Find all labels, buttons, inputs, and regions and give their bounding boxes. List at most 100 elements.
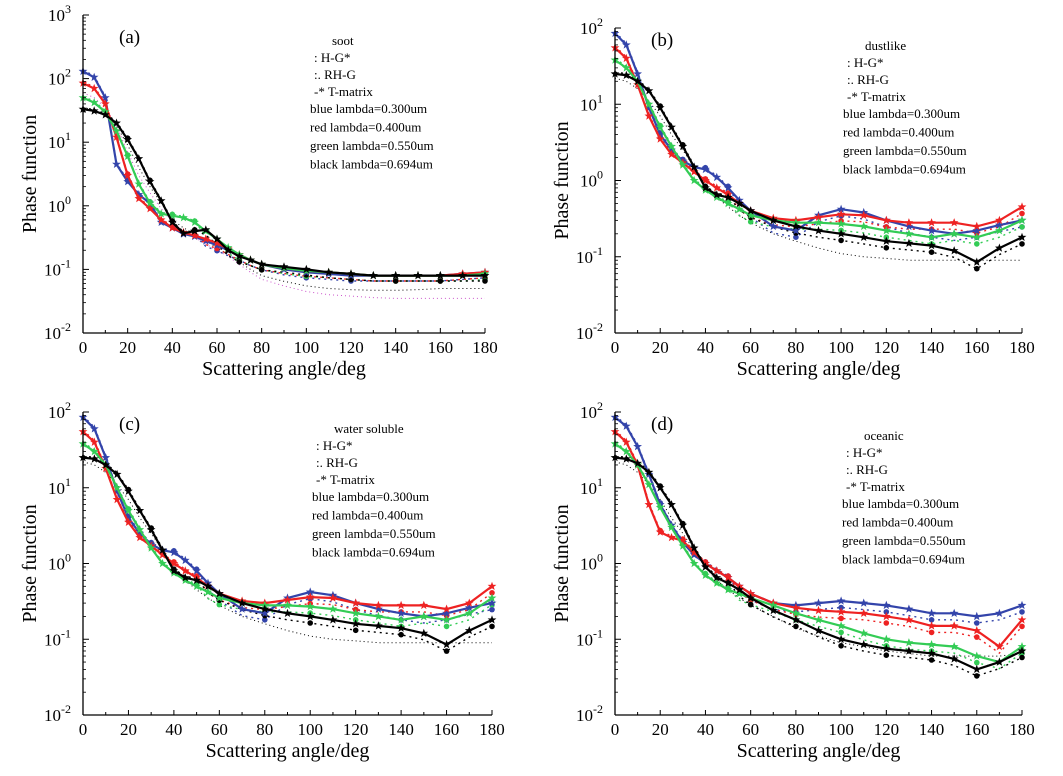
hg-point	[633, 458, 642, 468]
y-tick-base: 10	[576, 324, 593, 343]
hg-point	[260, 604, 270, 613]
x-tick-label: 180	[1009, 720, 1035, 739]
y-tick-label: 10-2	[44, 320, 71, 343]
y-tick-base: 10	[576, 706, 593, 725]
hg-point	[678, 141, 688, 151]
hg-point	[746, 210, 755, 219]
y-axis-label: Phase function	[19, 115, 41, 233]
hg-point	[112, 159, 121, 168]
hg-point	[836, 607, 846, 616]
y-tick-base: 10	[48, 197, 65, 216]
hg-point	[768, 221, 778, 231]
hg-point	[904, 218, 914, 227]
x-tick-label: 60	[209, 338, 226, 357]
hg-point	[487, 593, 497, 602]
y-tick-base: 10	[580, 555, 597, 574]
hg-point	[791, 226, 801, 235]
hg-point	[1017, 202, 1027, 211]
y-tick-exponent: 3	[65, 2, 71, 16]
rhg-point	[883, 652, 890, 658]
hg-point	[814, 598, 823, 607]
hg-point	[145, 198, 155, 207]
hg-point	[995, 215, 1004, 225]
hg-point	[235, 251, 244, 261]
hg-point	[89, 106, 99, 115]
hg-point	[101, 453, 111, 462]
hg-point	[346, 269, 356, 278]
hg-point	[101, 460, 111, 469]
hg-point	[201, 225, 211, 234]
hg-point	[134, 179, 144, 188]
hg-point	[260, 608, 270, 617]
hg-point	[949, 654, 959, 663]
hg-point	[436, 271, 445, 280]
hg-point	[169, 547, 179, 557]
legend-title: dustlike	[865, 38, 906, 53]
hg-curve-red	[614, 46, 1023, 228]
hg-point	[949, 621, 959, 630]
hg-point	[90, 447, 99, 456]
chart-panel-d: 0 20 40 60 80 100 120 140 160 18010-210-110010110…	[551, 399, 1035, 762]
hg-point	[156, 209, 166, 218]
chart-panel-b: 0 20 40 60 80 100 120 140 160 18010-210-110010110…	[551, 15, 1035, 380]
hg-point	[419, 611, 429, 621]
y-tick-label: 100	[580, 551, 603, 574]
hg-point	[927, 218, 936, 227]
hg-point	[644, 480, 654, 489]
rhg-point	[838, 629, 844, 636]
y-tick-exponent: -1	[593, 244, 603, 258]
hg-point	[156, 215, 166, 224]
hg-point	[882, 611, 891, 621]
y-tick-base: 10	[48, 133, 65, 152]
hg-point	[701, 570, 710, 579]
hg-point	[112, 486, 122, 495]
hg-point	[180, 566, 190, 575]
hg-point	[814, 212, 823, 221]
y-tick-label: 101	[580, 475, 603, 498]
x-tick-label: 0	[611, 338, 620, 357]
hg-point	[158, 550, 167, 559]
hg-point	[212, 234, 222, 243]
x-axis-label: Scattering angle/deg	[202, 358, 366, 380]
y-tick-exponent: 0	[65, 193, 71, 207]
hg-point	[859, 221, 869, 231]
hg-point	[112, 118, 121, 127]
hg-point	[689, 558, 699, 568]
hg-point	[927, 608, 936, 617]
legend-entry: : H-G*	[846, 445, 882, 460]
hg-point	[904, 615, 914, 624]
hg-point	[257, 259, 266, 269]
x-tick-label: 100	[297, 720, 323, 739]
hg-point	[735, 585, 744, 594]
x-axis-label: Scattering angle/deg	[737, 740, 901, 762]
legend-entry: :. RH-G	[314, 67, 356, 82]
y-axis-label: Phase function	[19, 504, 41, 622]
hg-point	[723, 573, 733, 582]
hg-point	[904, 238, 914, 247]
hg-point	[328, 593, 338, 602]
hg-point	[90, 454, 99, 463]
hg-point	[701, 164, 710, 174]
hg-point	[374, 611, 383, 621]
hg-point	[949, 246, 959, 255]
hg-point	[146, 543, 156, 552]
hg-point	[836, 204, 846, 213]
hg-point	[667, 141, 676, 151]
hg-point	[859, 608, 869, 617]
hg-point	[351, 608, 360, 617]
hg-point	[836, 219, 846, 228]
y-tick-label: 100	[48, 551, 71, 574]
hg-point	[112, 132, 121, 141]
rhg-point	[974, 659, 980, 666]
hg-point	[746, 206, 755, 215]
hg-point	[949, 229, 959, 238]
hg-point	[633, 80, 642, 89]
hg-point	[621, 70, 631, 79]
hg-point	[689, 162, 699, 171]
x-tick-label: 80	[256, 720, 273, 739]
hg-point	[413, 271, 423, 280]
x-tick-label: 120	[338, 338, 364, 357]
hg-point	[487, 581, 497, 590]
hg-point	[168, 211, 177, 220]
